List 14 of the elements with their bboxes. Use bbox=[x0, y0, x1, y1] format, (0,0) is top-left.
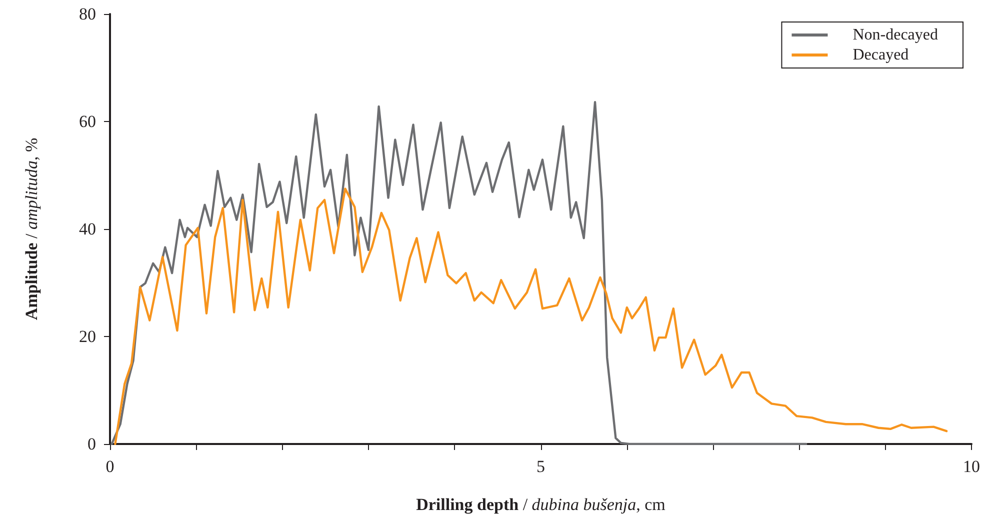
line-series bbox=[114, 188, 948, 446]
x-tick-label: 0 bbox=[106, 457, 114, 476]
y-tick-label: 40 bbox=[79, 220, 96, 238]
legend-label: Non-decayed bbox=[852, 26, 938, 44]
y-axis-title: Amplitude / amplituda, % bbox=[22, 138, 41, 320]
y-tick-label: 80 bbox=[79, 4, 96, 24]
line-series bbox=[110, 101, 808, 446]
x-axis-title: Drilling depth / dubina bušenja, cm bbox=[416, 495, 666, 514]
x-tick-label: 5 bbox=[536, 457, 545, 476]
legend-label: Decayed bbox=[852, 46, 909, 64]
y-tick-label: 20 bbox=[79, 327, 96, 346]
y-tick-label: 0 bbox=[88, 434, 96, 454]
y-tick-label: 60 bbox=[79, 112, 96, 131]
x-tick-label: 10 bbox=[963, 457, 980, 476]
